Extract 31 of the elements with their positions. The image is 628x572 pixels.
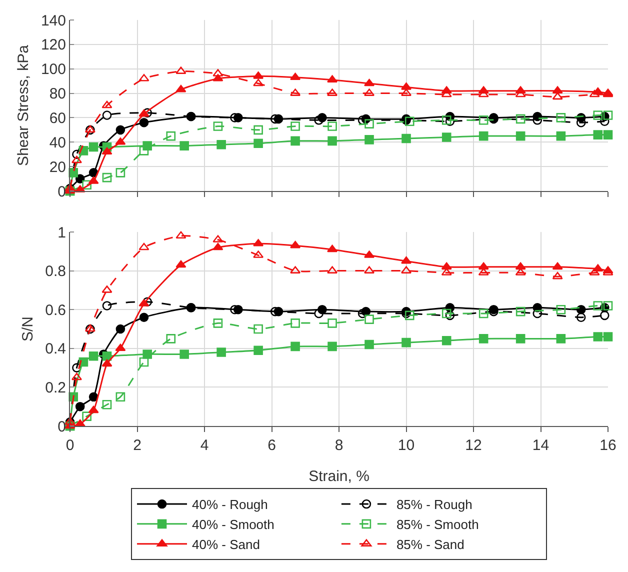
legend-label: 40% - Smooth <box>192 517 274 532</box>
x-tick-label: 4 <box>200 437 209 454</box>
y-tick-label: 80 <box>49 86 66 103</box>
y-tick-label: 20 <box>49 158 66 176</box>
x-tick-label: 8 <box>334 437 344 454</box>
y-tick-label: 0 <box>58 183 66 200</box>
y-axis-title: Shear Stress, kPa <box>15 44 32 166</box>
y-tick-label: 0 <box>58 418 66 436</box>
x-tick-label: 14 <box>532 437 550 454</box>
y-tick-label: 140 <box>40 12 66 30</box>
y-tick-label: 0.2 <box>45 379 66 396</box>
x-axis-title: Strain, % <box>308 468 370 485</box>
y-tick-label: 120 <box>40 36 66 54</box>
y-tick-label: 0.6 <box>45 302 66 319</box>
y-tick-label: 100 <box>40 61 66 78</box>
x-tick-label: 10 <box>398 437 415 454</box>
legend-label: 85% - Rough <box>396 497 472 512</box>
legend-label: 40% - Rough <box>192 497 268 512</box>
legend-label: 85% - Smooth <box>396 517 479 532</box>
x-tick-label: 6 <box>268 437 276 454</box>
y-tick-label: 60 <box>49 110 66 127</box>
y-tick-label: 0.8 <box>45 263 66 280</box>
x-tick-label: 12 <box>465 437 482 454</box>
y-tick-label: 0.4 <box>45 340 66 358</box>
y-tick-label: 40 <box>49 134 66 152</box>
legend-label: 40% - Sand <box>192 536 260 552</box>
legend-label: 85% - Sand <box>396 536 464 552</box>
x-tick-label: 16 <box>600 437 616 454</box>
y-axis-title: S/N <box>19 316 36 342</box>
y-tick-label: 1 <box>58 224 66 242</box>
x-tick-label: 2 <box>133 437 142 454</box>
